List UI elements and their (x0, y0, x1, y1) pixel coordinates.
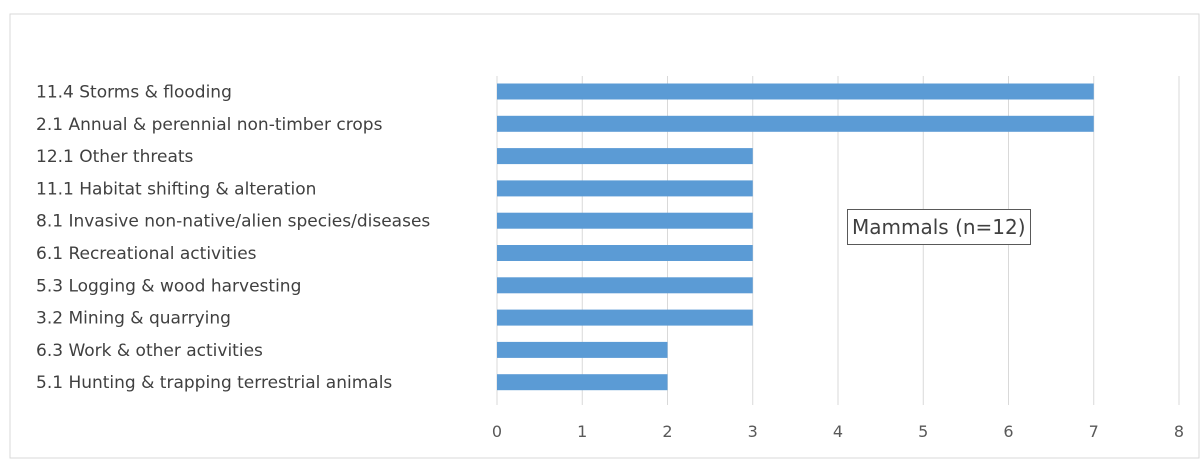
bar (497, 277, 753, 294)
x-tick-label: 7 (1089, 422, 1099, 441)
bar (497, 341, 668, 358)
category-label: 2.1 Annual & perennial non-timber crops (36, 115, 383, 135)
bar (497, 374, 668, 391)
x-axis-ticks: 0 1 2 3 4 5 6 7 8 (492, 422, 1184, 441)
category-label: 5.1 Hunting & trapping terrestrial anima… (36, 373, 392, 393)
category-label: 3.2 Mining & quarrying (36, 309, 231, 329)
x-tick-label: 4 (833, 422, 843, 441)
bar (497, 212, 753, 229)
x-tick-label: 8 (1174, 422, 1184, 441)
category-label: 6.3 Work & other activities (36, 341, 263, 361)
category-label: 11.1 Habitat shifting & alteration (36, 179, 316, 199)
x-tick-label: 3 (748, 422, 758, 441)
x-tick-label: 6 (1003, 422, 1013, 441)
category-label: 5.3 Logging & wood harvesting (36, 276, 301, 296)
category-label: 12.1 Other threats (36, 147, 194, 167)
bar (497, 115, 1094, 132)
bar (497, 309, 753, 326)
bars (497, 83, 1094, 391)
category-label: 6.1 Recreational activities (36, 244, 257, 264)
bar (497, 245, 753, 261)
category-label: 11.4 Storms & flooding (36, 83, 232, 103)
x-tick-label: 1 (577, 422, 587, 441)
x-tick-label: 5 (918, 422, 928, 441)
x-tick-label: 2 (662, 422, 672, 441)
bar (497, 148, 753, 165)
category-label: 8.1 Invasive non-native/alien species/di… (36, 212, 430, 232)
bar (497, 180, 753, 197)
bar (497, 83, 1094, 100)
x-tick-label: 0 (492, 422, 502, 441)
category-labels: 11.4 Storms & flooding 2.1 Annual & peren… (36, 83, 430, 394)
chart-annotation: Mammals (n=12) (847, 209, 1031, 245)
